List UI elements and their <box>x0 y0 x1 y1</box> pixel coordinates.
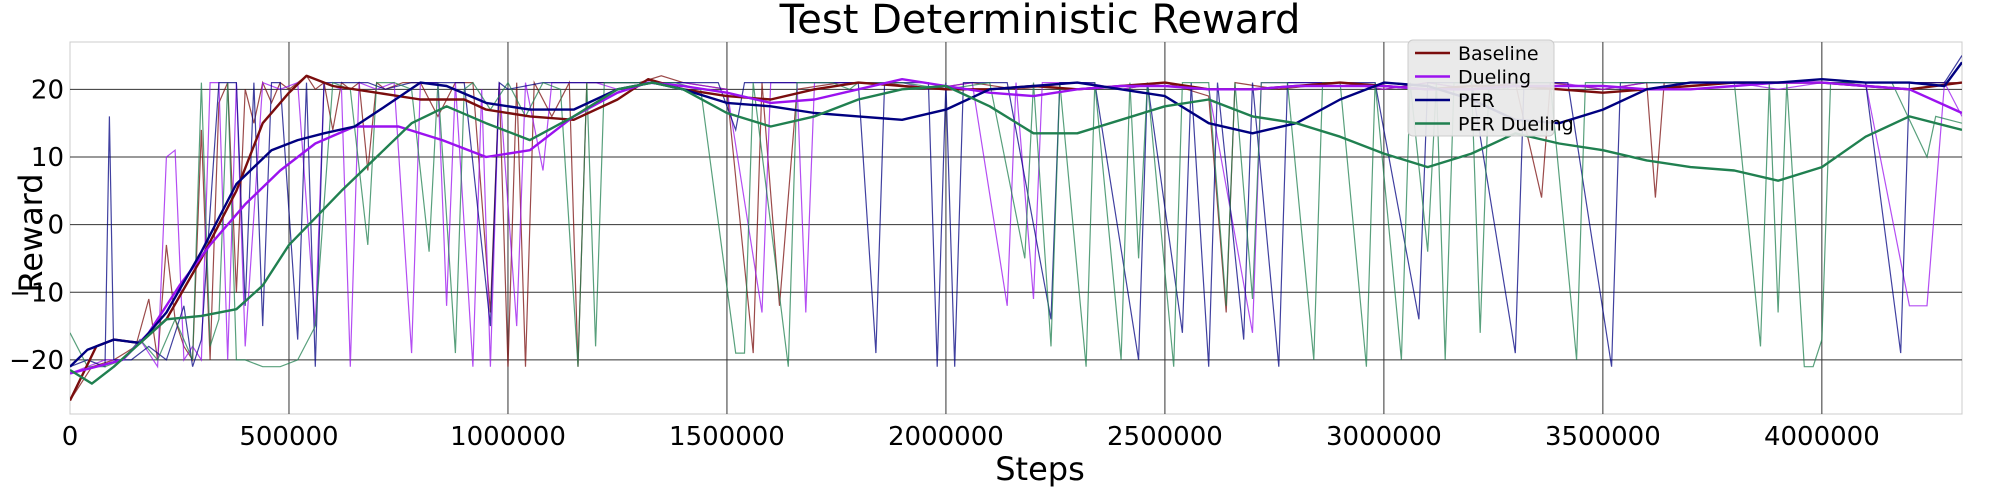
y-axis-label: Reward <box>12 173 50 292</box>
y-tick-label: 0 <box>47 211 64 241</box>
legend-label-per: PER <box>1458 90 1495 112</box>
chart-title: Test Deterministic Reward <box>779 0 1301 43</box>
plot-area: 0 500000 1000000 1500000 2000000 2500000 30000… <box>9 41 1963 452</box>
x-tick-label: 3000000 <box>1326 422 1442 452</box>
series-raw-per <box>70 55 1962 368</box>
series-smoothed-per-dueling <box>70 81 1962 385</box>
legend-label-dueling: Dueling <box>1458 67 1531 89</box>
x-tick-label: 1000000 <box>450 422 566 452</box>
x-tick-label: 3500000 <box>1545 422 1661 452</box>
x-tick-label: 2500000 <box>1107 422 1223 452</box>
x-tick-label: 1500000 <box>669 422 785 452</box>
series-group <box>70 55 1962 402</box>
legend-box <box>1407 39 1555 137</box>
series-smoothed-baseline <box>70 74 1962 402</box>
x-axis-label: Steps <box>995 450 1085 488</box>
series-raw-per-dueling <box>70 81 1962 368</box>
plot-frame <box>69 41 1963 415</box>
y-tick-label: −20 <box>9 346 64 376</box>
x-tick-label: 0 <box>62 422 79 452</box>
x-tick-label: 4000000 <box>1764 422 1880 452</box>
series-smoothed-per <box>70 61 1962 368</box>
x-tick-label: 500000 <box>239 422 338 452</box>
y-tick-label: 10 <box>31 143 64 173</box>
y-tick-label: 20 <box>31 75 64 105</box>
x-tick-label: 2000000 <box>888 422 1004 452</box>
legend-label-baseline: Baseline <box>1458 43 1539 65</box>
legend-label-per-dueling: PER Dueling <box>1458 114 1574 136</box>
y-tick-label: −10 <box>9 278 64 308</box>
